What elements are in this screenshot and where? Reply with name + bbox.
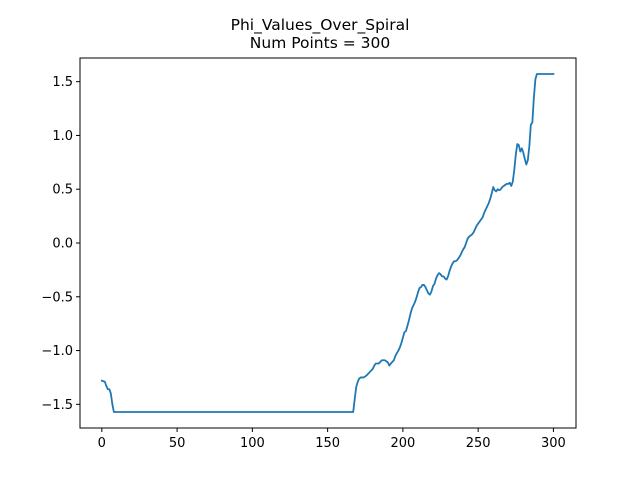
- y-tick-label: −0.5: [41, 290, 73, 305]
- x-axis: 0 50 100 150 200 250 300: [98, 428, 566, 451]
- x-tick-label: 150: [315, 436, 340, 451]
- x-tick-label: 100: [240, 436, 265, 451]
- y-tick-label: −1.5: [41, 398, 73, 413]
- plot-frame: [79, 57, 577, 429]
- chart-title: Phi_Values_Over_Spiral: [231, 16, 410, 35]
- y-tick-label: −1.0: [41, 344, 73, 359]
- x-tick-label: 250: [466, 436, 491, 451]
- x-tick-label: 0: [98, 436, 106, 451]
- y-tick-label: 0.5: [52, 183, 73, 198]
- x-tick-label: 200: [390, 436, 415, 451]
- chart-subtitle: Num Points = 300: [250, 34, 390, 52]
- x-tick-label: 300: [541, 436, 566, 451]
- y-axis: −1.5 −1.0 −0.5 0.0 0.5 1.0 1.5: [41, 75, 80, 413]
- y-tick-label: 1.0: [52, 129, 73, 144]
- y-tick-label: 0.0: [52, 237, 73, 252]
- series-layer: [100, 73, 555, 413]
- series-line: [100, 73, 555, 413]
- x-tick-label: 50: [169, 436, 186, 451]
- y-tick-label: 1.5: [52, 75, 73, 90]
